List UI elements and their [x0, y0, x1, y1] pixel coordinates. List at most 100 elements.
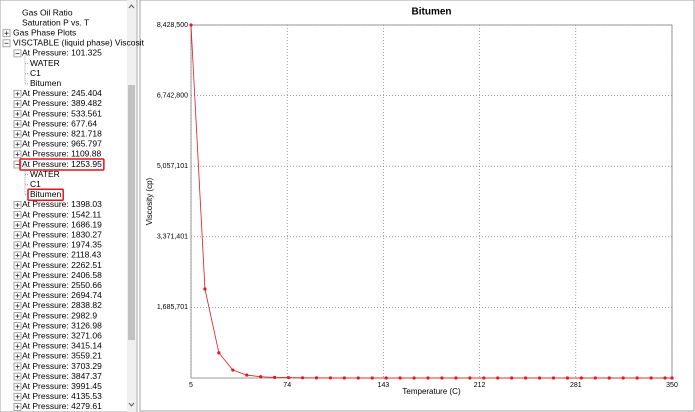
tree-item-label[interactable]: Gas Oil Ratio: [22, 7, 73, 17]
tree-item-label[interactable]: At Pressure: 1109.88: [22, 149, 101, 159]
tree-item-label[interactable]: Bitumen: [30, 189, 61, 199]
tree-item-label[interactable]: At Pressure: 965.797: [22, 139, 102, 149]
data-point: [663, 376, 667, 380]
tree-item-label[interactable]: At Pressure: 4135.53: [22, 391, 102, 401]
tree-item-label[interactable]: At Pressure: 1253.95: [22, 159, 102, 169]
scroll-up[interactable]: [128, 4, 135, 9]
data-point: [217, 351, 221, 355]
tree-item-label[interactable]: At Pressure: 3126.98: [22, 320, 102, 330]
tree-line: [24, 174, 29, 186]
chart-panel: [139, 0, 695, 412]
highlight-box: [27, 188, 64, 202]
scroll-thumb[interactable]: [128, 85, 135, 340]
tree-item-label[interactable]: C1: [30, 68, 41, 78]
data-point: [454, 376, 458, 380]
scroll-down[interactable]: [128, 402, 135, 407]
tree-item-label[interactable]: At Pressure: 245.404: [22, 88, 102, 98]
tree-item-label[interactable]: At Pressure: 3271.06: [22, 330, 102, 340]
tree-item-label[interactable]: At Pressure: 2262.51: [22, 260, 102, 270]
data-point: [635, 376, 639, 380]
tree-item-label[interactable]: At Pressure: 3991.45: [22, 381, 102, 391]
tree-item-label[interactable]: VISCTABLE (liquid phase) Viscosit: [13, 38, 145, 48]
data-point: [524, 376, 528, 380]
y-tick-label: 3,371,401: [157, 234, 188, 241]
tree-line: [24, 53, 29, 64]
data-point: [510, 376, 514, 380]
data-point: [468, 376, 472, 380]
data-point: [670, 376, 674, 380]
data-point: [440, 376, 444, 380]
data-point: [356, 376, 360, 380]
x-axis-label: Temperature (C): [402, 387, 461, 396]
tree-item-label[interactable]: At Pressure: 1398.03: [22, 199, 102, 209]
data-point: [426, 376, 430, 380]
tree-item-label[interactable]: At Pressure: 677.64: [22, 118, 97, 128]
data-point: [593, 376, 597, 380]
y-tick-label: 1,685,701: [157, 304, 188, 311]
data-point: [245, 373, 249, 377]
x-tick-label: 74: [283, 382, 291, 389]
tree-item-label[interactable]: WATER: [30, 169, 60, 179]
tree-item-label[interactable]: At Pressure: 533.561: [22, 108, 102, 118]
data-point: [273, 375, 277, 379]
tree-item-label[interactable]: At Pressure: 2118.43: [22, 250, 101, 260]
data-point: [231, 368, 235, 372]
data-point: [203, 287, 207, 291]
tree-item-label[interactable]: At Pressure: 2550.66: [22, 280, 102, 290]
x-tick-label: 281: [570, 382, 582, 389]
data-point: [314, 376, 319, 380]
data-point: [412, 376, 416, 380]
data-point: [621, 376, 625, 380]
data-point: [579, 376, 583, 380]
y-tick-label: 8,428,500: [157, 22, 188, 29]
y-tick-label: 6,742,800: [157, 92, 188, 99]
tree-item-label[interactable]: At Pressure: 821.718: [22, 128, 102, 138]
data-point: [286, 376, 291, 380]
data-point: [482, 376, 486, 380]
tree-item-label[interactable]: Gas Phase Plots: [13, 27, 76, 37]
data-point: [496, 376, 500, 380]
tree-line: [24, 73, 29, 85]
data-point: [649, 376, 653, 380]
tree-item-label[interactable]: At Pressure: 1974.35: [22, 240, 102, 250]
tree-item-label[interactable]: At Pressure: 1686.19: [22, 219, 102, 229]
tree-item-label[interactable]: At Pressure: 3847.37: [22, 371, 102, 381]
tree-item-label[interactable]: WATER: [30, 58, 60, 68]
tree-item-label[interactable]: At Pressure: 3559.21: [22, 351, 102, 361]
y-tick-label: 5,057,101: [157, 163, 188, 170]
tree-item-label[interactable]: At Pressure: 389.482: [22, 98, 102, 108]
tree-item-label[interactable]: At Pressure: 4279.61: [22, 401, 102, 411]
tree-item-label[interactable]: At Pressure: 2406.58: [22, 270, 102, 280]
x-tick-label: 350: [666, 382, 678, 389]
tree-item-label[interactable]: At Pressure: 1830.27: [22, 229, 102, 239]
data-point: [370, 376, 374, 380]
data-point: [189, 23, 193, 27]
tree-item-label[interactable]: At Pressure: 2982.9: [22, 310, 97, 320]
tree-panel: [0, 0, 138, 412]
x-tick-label: 5: [189, 382, 193, 389]
tree-item-label[interactable]: At Pressure: 1542.11: [22, 209, 101, 219]
tree-item-label[interactable]: Bitumen: [30, 78, 61, 88]
data-point: [328, 376, 333, 380]
tree-item-label[interactable]: At Pressure: 3415.14: [22, 341, 102, 351]
tree-line: [24, 164, 29, 176]
x-tick-label: 143: [378, 382, 390, 389]
tree-item-label[interactable]: At Pressure: 2694.74: [22, 290, 102, 300]
data-point: [342, 376, 346, 380]
tree-item-label[interactable]: C1: [30, 179, 41, 189]
data-point: [537, 376, 542, 380]
tree-item-label[interactable]: At Pressure: 2838.82: [22, 300, 102, 310]
chart-title: Bitumen: [412, 7, 452, 18]
tree-item-label[interactable]: At Pressure: 101.325: [22, 48, 102, 58]
tree-item-label[interactable]: At Pressure: 3703.29: [22, 361, 102, 371]
data-point: [398, 376, 402, 380]
data-point: [259, 375, 263, 379]
x-tick-label: 212: [474, 382, 486, 389]
data-point: [607, 376, 611, 380]
highlight-box: [19, 158, 105, 171]
tree-item-label[interactable]: Saturation P vs. T: [22, 17, 89, 27]
tree-line: [24, 63, 29, 75]
data-point: [300, 376, 305, 380]
